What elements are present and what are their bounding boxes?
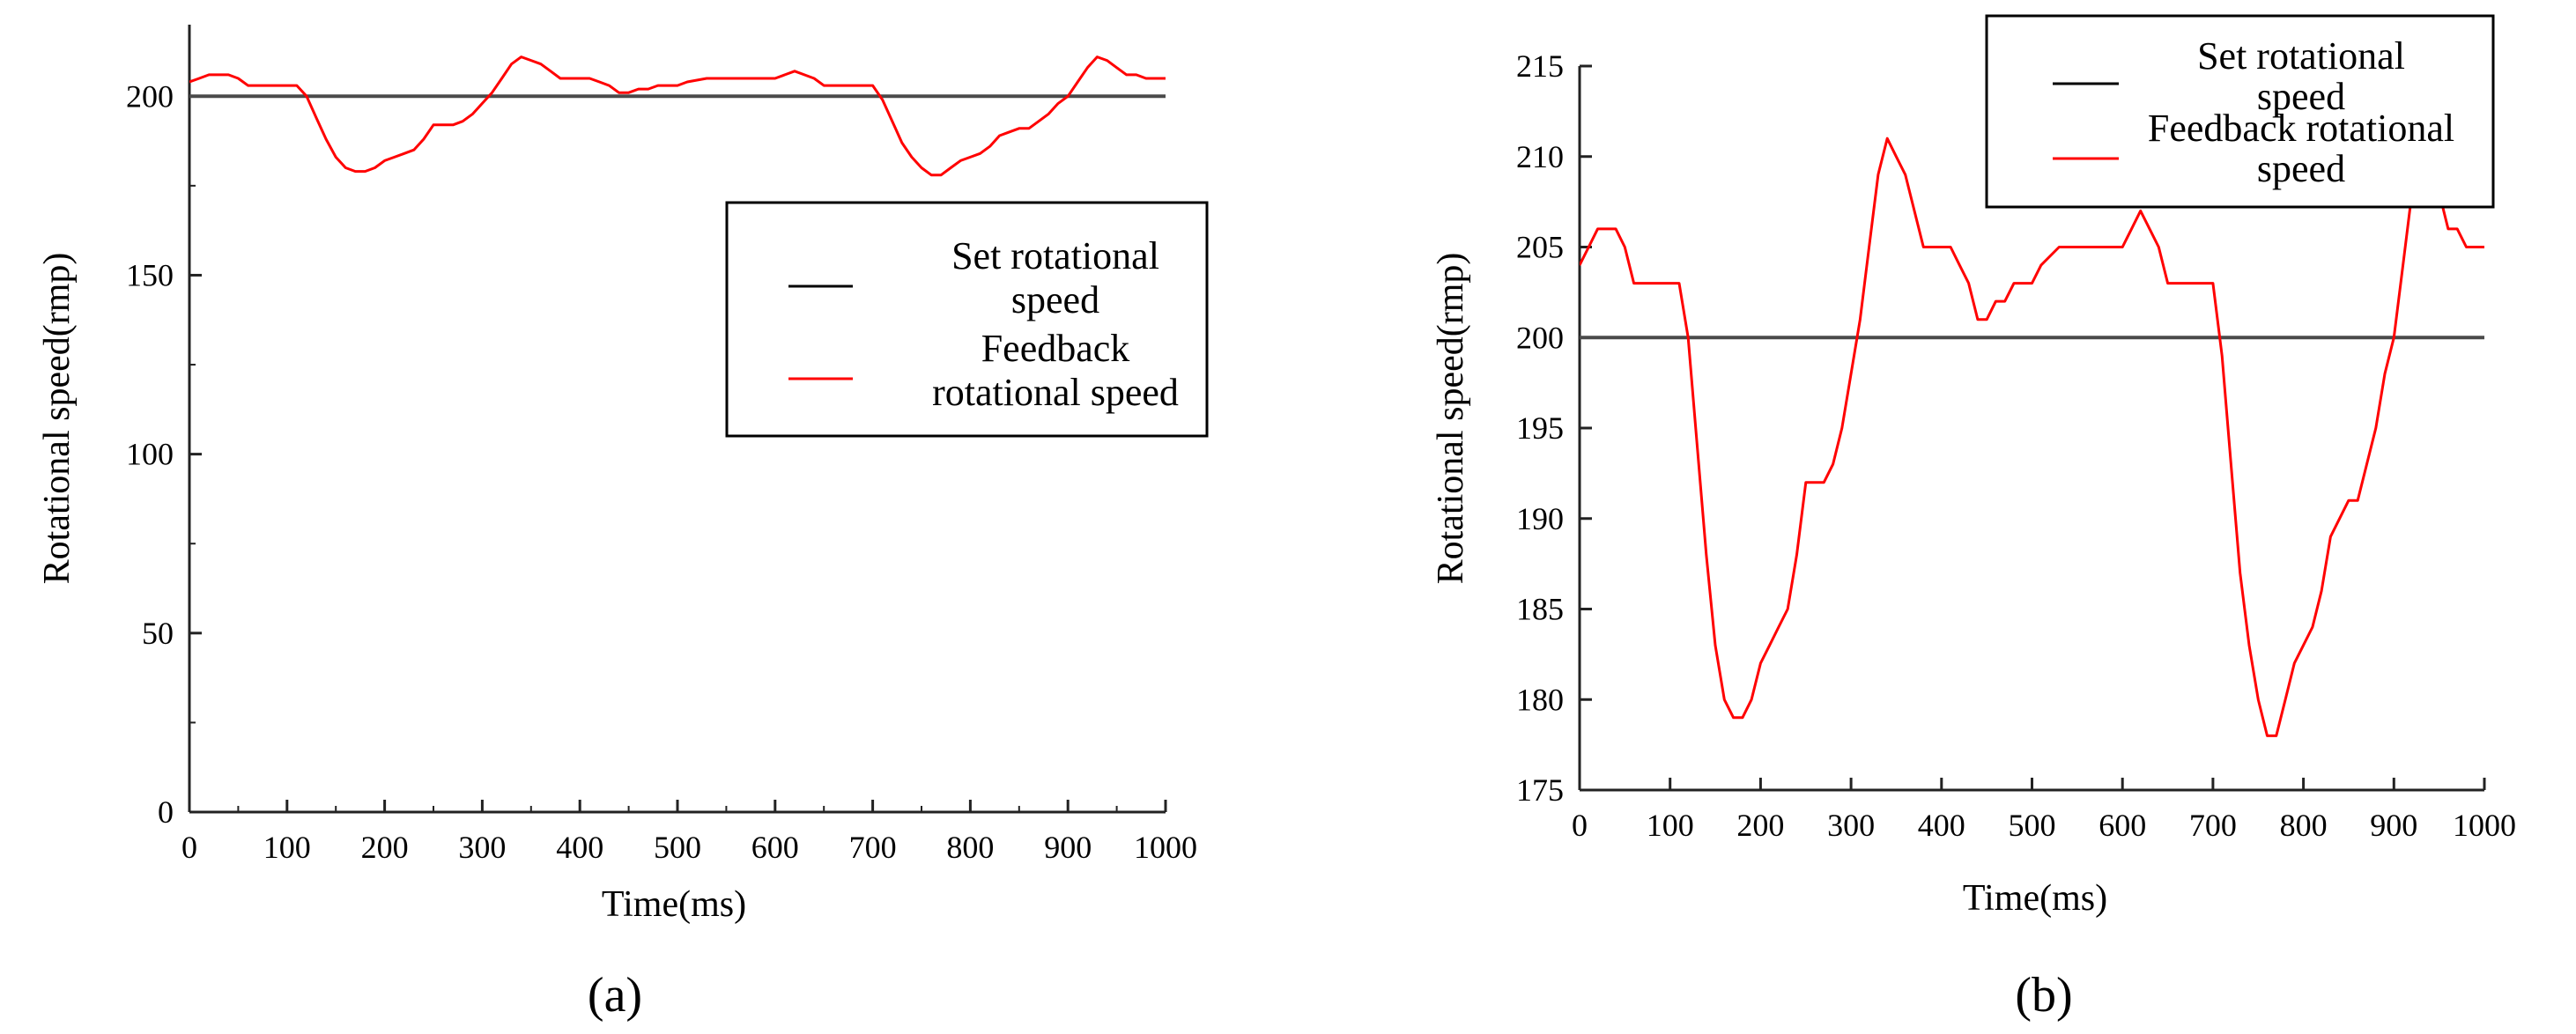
legend-label: Feedback [981, 327, 1130, 370]
x-tick-label: 800 [2280, 808, 2328, 843]
legend-box [1985, 14, 2495, 209]
y-tick-label: 100 [126, 437, 174, 472]
chart-panel: 0 100 200 300 400 500 600 700 800 900 1000 0 50 100 15… [37, 25, 1209, 1023]
y-tick-label: 175 [1516, 772, 1564, 808]
x-tick-label: 1000 [2453, 808, 2516, 843]
x-tick-label: 400 [1918, 808, 1965, 843]
feedback-speed-line [1580, 137, 2484, 737]
legend-label: Set rotational [2197, 34, 2405, 78]
y-axis-title: Rotational speed(rmp) [37, 253, 78, 585]
legend-label: Feedback rotational [2148, 107, 2454, 150]
x-tick-label: 200 [361, 830, 409, 865]
y-tick-label: 200 [1516, 320, 1564, 355]
x-tick-label: 900 [2370, 808, 2417, 843]
y-tick-label: 200 [126, 78, 174, 114]
x-tick-label: 0 [181, 830, 197, 865]
x-tick-label: 500 [654, 830, 701, 865]
panel-label: (b) [2015, 968, 2072, 1023]
y-tick-label: 195 [1516, 410, 1564, 446]
legend-label: rotational speed [932, 371, 1179, 414]
legend-box [725, 201, 1209, 438]
legend-label: speed [2257, 75, 2345, 118]
x-tick-label: 0 [1572, 808, 1588, 843]
x-axis-title: Time(ms) [602, 884, 746, 925]
x-tick-label: 100 [263, 830, 311, 865]
x-tick-label: 100 [1647, 808, 1694, 843]
x-tick-label: 700 [2189, 808, 2237, 843]
y-tick-label: 205 [1516, 230, 1564, 265]
y-tick-label: 210 [1516, 139, 1564, 174]
y-tick-label: 185 [1516, 592, 1564, 627]
chart-panel: 0 100 200 300 400 500 600 700 800 900 1000 175 180 18… [1431, 14, 2516, 1023]
panel-label: (a) [588, 968, 642, 1023]
y-tick-label: 0 [158, 794, 174, 830]
y-axis-title: Rotational speed(rmp) [1431, 253, 1471, 585]
x-tick-label: 200 [1736, 808, 1784, 843]
feedback-speed-line [189, 55, 1166, 177]
legend-label: speed [2257, 147, 2345, 190]
x-axis-title: Time(ms) [1963, 878, 2107, 919]
y-tick-label: 150 [126, 257, 174, 292]
y-tick-label: 50 [142, 616, 174, 651]
x-tick-label: 400 [556, 830, 603, 865]
x-tick-label: 500 [2009, 808, 2056, 843]
legend-label: speed [1011, 278, 1099, 321]
y-tick-label: 190 [1516, 501, 1564, 536]
y-tick-label: 215 [1516, 48, 1564, 84]
x-tick-label: 700 [849, 830, 897, 865]
x-tick-label: 800 [946, 830, 994, 865]
x-tick-label: 300 [458, 830, 506, 865]
x-tick-label: 1000 [1134, 830, 1197, 865]
x-tick-label: 300 [1827, 808, 1875, 843]
y-tick-label: 180 [1516, 682, 1564, 717]
x-tick-label: 600 [751, 830, 799, 865]
legend-label: Set rotational [951, 234, 1159, 277]
x-tick-label: 600 [2099, 808, 2146, 843]
x-tick-label: 900 [1044, 830, 1092, 865]
